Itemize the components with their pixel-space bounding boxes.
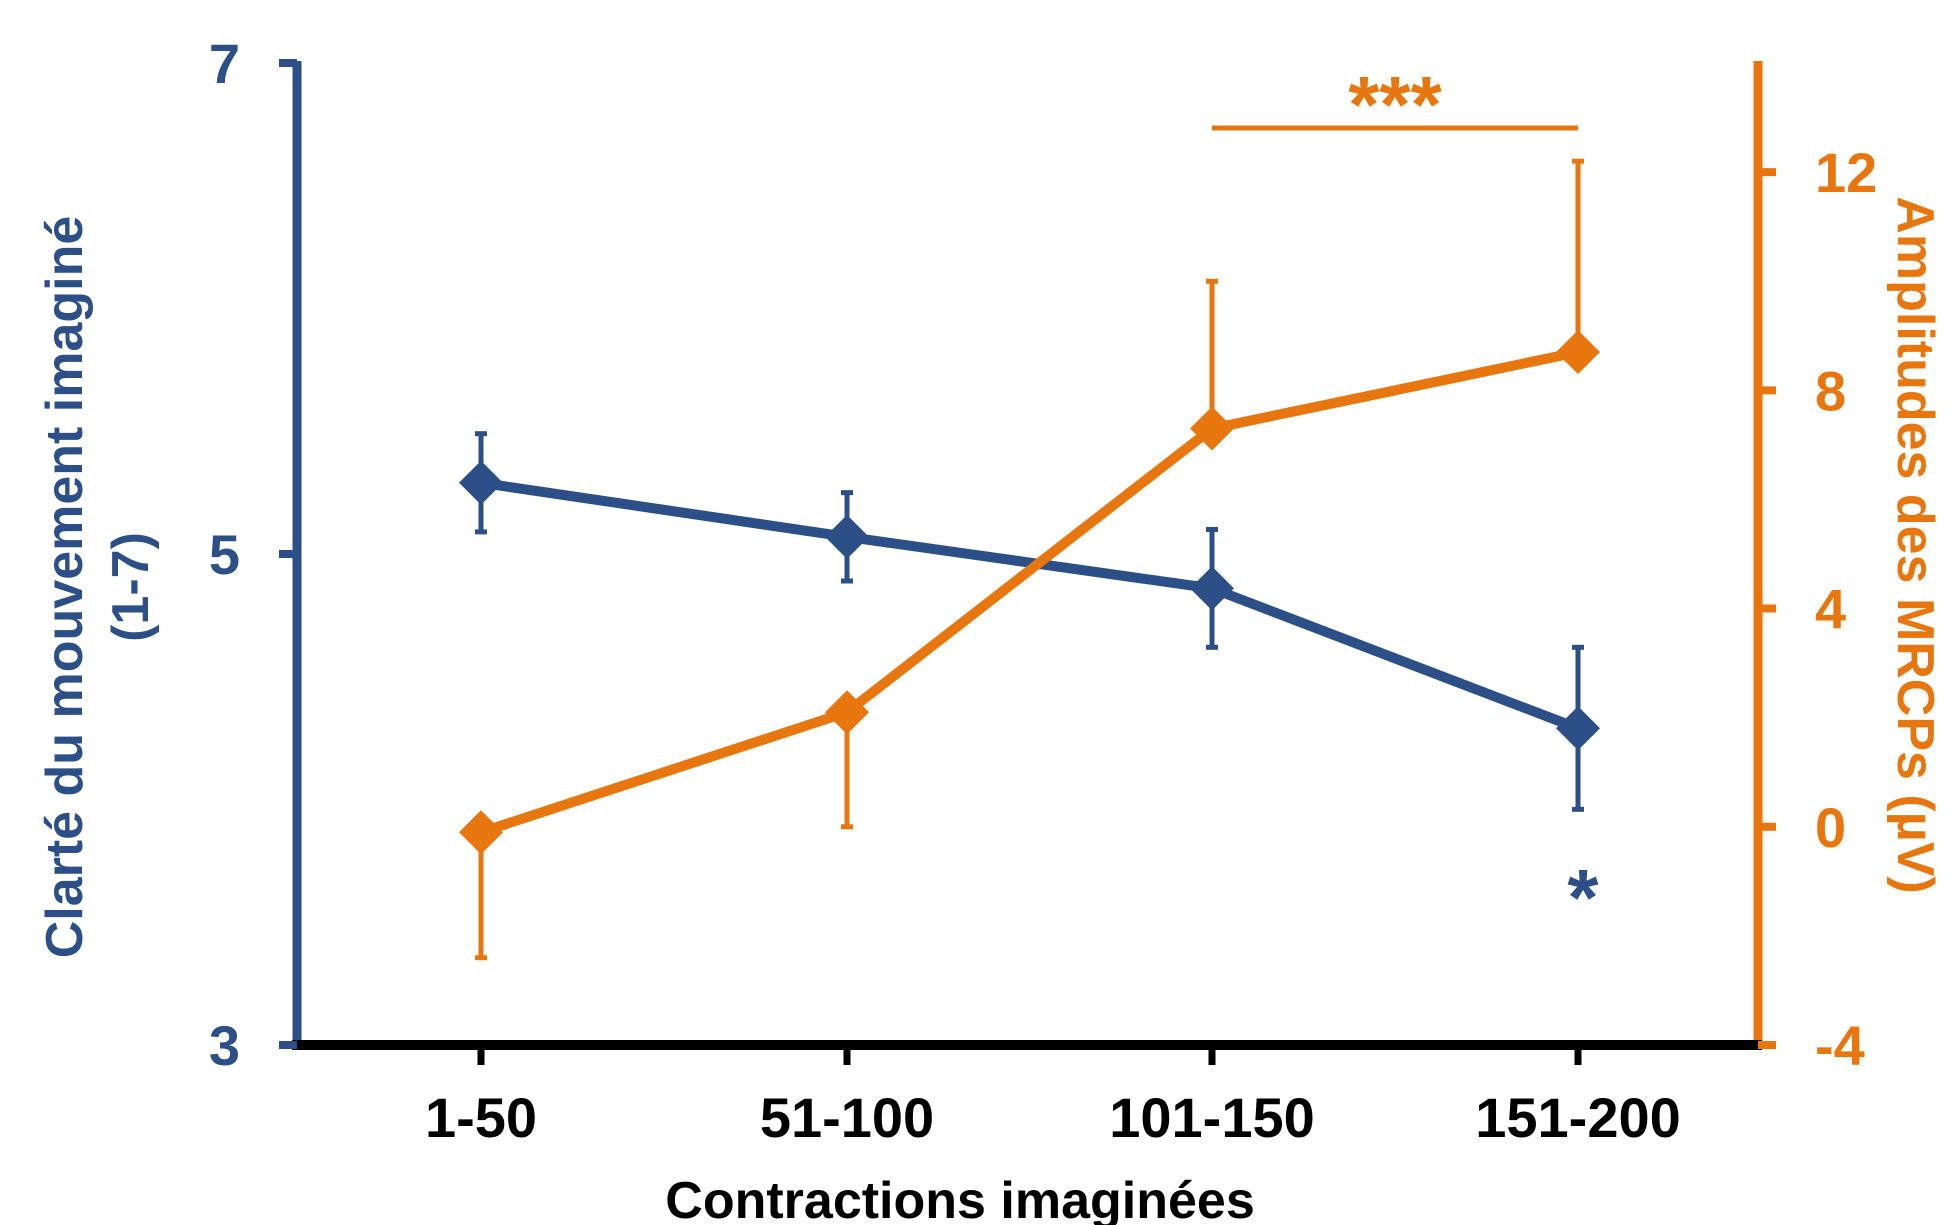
data-point <box>1556 706 1600 751</box>
x-tick-label: 51-100 <box>760 1086 934 1149</box>
significance-star: * <box>1567 853 1599 942</box>
data-point <box>1556 330 1600 375</box>
data-point <box>459 460 503 505</box>
series-layer <box>459 158 1600 961</box>
x-tick-label: 1-50 <box>425 1086 537 1149</box>
left-axis-title-line2: (1-7) <box>102 532 160 642</box>
right-axis-ticks: -4 0 4 8 12 <box>1758 141 1877 1077</box>
left-tick-label: 5 <box>209 523 240 586</box>
plot-area <box>292 61 1763 1050</box>
annotations: **** <box>1212 60 1599 942</box>
data-point <box>1190 566 1234 611</box>
x-tick-label: 101-150 <box>1109 1086 1315 1149</box>
right-tick-label: 12 <box>1815 141 1877 204</box>
series-line <box>479 347 1580 837</box>
series-left <box>459 431 1600 812</box>
right-tick-label: 0 <box>1815 796 1846 859</box>
right-tick-label: 4 <box>1815 578 1846 641</box>
right-tick-label: 8 <box>1815 359 1846 422</box>
series-right <box>459 158 1600 961</box>
left-tick-label: 7 <box>209 32 240 95</box>
left-axis-ticks: 3 5 7 <box>209 32 297 1077</box>
series-line <box>480 477 1580 733</box>
left-tick-label: 3 <box>209 1014 240 1077</box>
x-axis-ticks: 1-50 51-100 101-150 151-200 <box>425 1045 1681 1149</box>
data-point <box>1190 406 1234 451</box>
data-point <box>825 690 869 735</box>
x-axis-title: Contractions imaginées <box>665 1172 1254 1225</box>
right-tick-label: -4 <box>1815 1014 1865 1077</box>
x-tick-label: 151-200 <box>1475 1086 1681 1149</box>
left-axis-title-line1: Clarté du mouvement imaginé <box>36 216 94 959</box>
data-point <box>459 810 503 855</box>
significance-stars: *** <box>1348 60 1442 149</box>
right-axis-title: Amplitudes des MRCPs (µV) <box>1886 196 1944 893</box>
data-point <box>825 514 869 559</box>
